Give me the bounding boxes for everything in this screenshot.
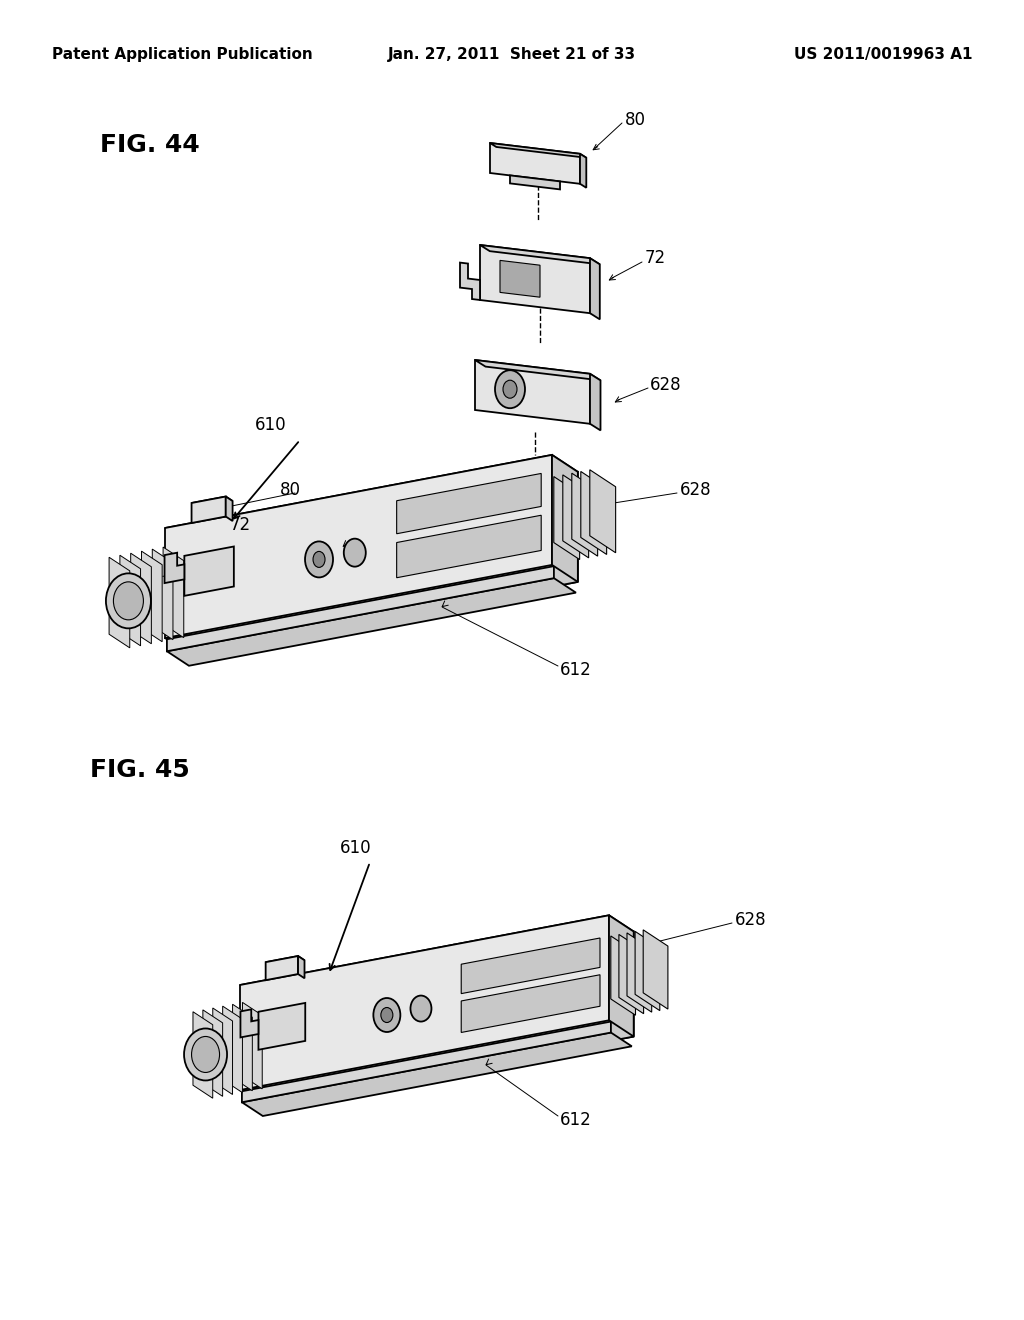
Text: Patent Application Publication: Patent Application Publication xyxy=(52,48,312,62)
Ellipse shape xyxy=(344,539,366,566)
Polygon shape xyxy=(580,154,587,187)
Polygon shape xyxy=(258,1003,305,1049)
Polygon shape xyxy=(203,1010,222,1097)
Polygon shape xyxy=(153,549,173,640)
Polygon shape xyxy=(264,932,634,1106)
Polygon shape xyxy=(581,471,606,554)
Polygon shape xyxy=(461,974,600,1032)
Polygon shape xyxy=(191,496,232,507)
Polygon shape xyxy=(590,374,600,430)
Polygon shape xyxy=(627,933,651,1012)
Polygon shape xyxy=(141,552,162,642)
Polygon shape xyxy=(590,259,600,319)
Polygon shape xyxy=(609,915,634,1036)
Ellipse shape xyxy=(313,552,325,568)
Ellipse shape xyxy=(305,541,333,577)
Polygon shape xyxy=(635,932,659,1011)
Polygon shape xyxy=(240,1020,634,1106)
Text: 610: 610 xyxy=(340,840,372,857)
Ellipse shape xyxy=(381,1007,393,1023)
Polygon shape xyxy=(222,1006,243,1093)
Polygon shape xyxy=(120,556,140,645)
Polygon shape xyxy=(165,565,578,655)
Polygon shape xyxy=(232,1005,252,1090)
Ellipse shape xyxy=(411,995,431,1022)
Polygon shape xyxy=(165,553,184,583)
Ellipse shape xyxy=(503,380,517,399)
Polygon shape xyxy=(190,471,578,655)
Polygon shape xyxy=(480,246,590,313)
Ellipse shape xyxy=(191,1036,219,1072)
Polygon shape xyxy=(242,1032,632,1115)
Ellipse shape xyxy=(374,998,400,1032)
Polygon shape xyxy=(475,360,600,380)
Polygon shape xyxy=(500,260,540,297)
Polygon shape xyxy=(554,477,580,560)
Polygon shape xyxy=(241,1010,258,1038)
Text: US 2011/0019963 A1: US 2011/0019963 A1 xyxy=(794,48,972,62)
Polygon shape xyxy=(240,915,634,1002)
Text: 628: 628 xyxy=(735,911,767,929)
Polygon shape xyxy=(165,455,578,545)
Polygon shape xyxy=(242,1022,611,1102)
Polygon shape xyxy=(191,496,225,523)
Text: Jan. 27, 2011  Sheet 21 of 33: Jan. 27, 2011 Sheet 21 of 33 xyxy=(388,48,636,62)
Polygon shape xyxy=(184,546,233,595)
Polygon shape xyxy=(590,470,615,553)
Ellipse shape xyxy=(184,1028,227,1081)
Polygon shape xyxy=(490,143,587,158)
Polygon shape xyxy=(571,473,598,556)
Polygon shape xyxy=(131,553,152,644)
Text: 610: 610 xyxy=(255,416,287,434)
Polygon shape xyxy=(396,474,542,533)
Polygon shape xyxy=(490,143,580,183)
Text: 628: 628 xyxy=(680,480,712,499)
Text: 612: 612 xyxy=(560,1111,592,1129)
Ellipse shape xyxy=(495,370,525,408)
Text: 80: 80 xyxy=(280,480,301,499)
Polygon shape xyxy=(193,1011,213,1098)
Polygon shape xyxy=(396,515,542,578)
Text: 72: 72 xyxy=(230,516,251,535)
Polygon shape xyxy=(618,935,644,1014)
Polygon shape xyxy=(460,263,480,300)
Polygon shape xyxy=(610,936,636,1015)
Polygon shape xyxy=(298,956,304,978)
Polygon shape xyxy=(475,360,590,424)
Polygon shape xyxy=(510,176,560,189)
Polygon shape xyxy=(243,1002,262,1089)
Polygon shape xyxy=(643,929,668,1008)
Text: 72: 72 xyxy=(645,249,667,267)
Polygon shape xyxy=(167,578,575,665)
Polygon shape xyxy=(213,1008,232,1094)
Polygon shape xyxy=(265,956,304,966)
Polygon shape xyxy=(110,557,130,648)
Polygon shape xyxy=(563,475,589,558)
Polygon shape xyxy=(552,455,578,582)
Text: 612: 612 xyxy=(560,661,592,678)
Text: 80: 80 xyxy=(625,111,646,129)
Ellipse shape xyxy=(105,573,151,628)
Text: FIG. 44: FIG. 44 xyxy=(100,133,200,157)
Polygon shape xyxy=(225,496,232,521)
Polygon shape xyxy=(240,915,609,1090)
Text: 628: 628 xyxy=(650,376,682,393)
Polygon shape xyxy=(265,956,298,981)
Polygon shape xyxy=(167,566,554,651)
Polygon shape xyxy=(461,939,600,994)
Ellipse shape xyxy=(114,582,143,620)
Polygon shape xyxy=(163,546,183,638)
Polygon shape xyxy=(480,246,600,264)
Text: FIG. 45: FIG. 45 xyxy=(90,758,189,781)
Polygon shape xyxy=(165,455,552,638)
